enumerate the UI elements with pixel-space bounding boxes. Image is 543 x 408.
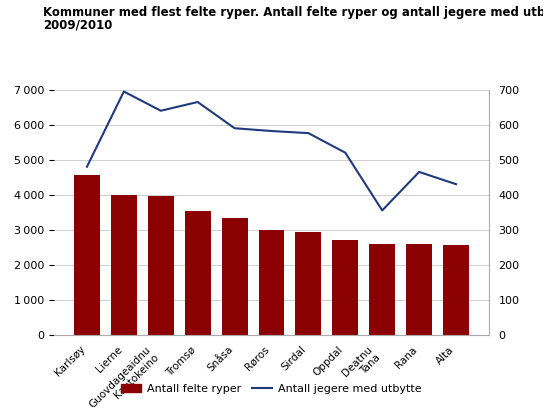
Bar: [74, 175, 100, 335]
Bar: [295, 233, 321, 335]
Bar: [185, 211, 211, 335]
Bar: [332, 240, 358, 335]
Text: Kommuner med flest felte ryper. Antall felte ryper og antall jegere med utbytte.: Kommuner med flest felte ryper. Antall f…: [43, 6, 543, 19]
Bar: [222, 218, 248, 335]
Bar: [148, 196, 174, 335]
Legend: Antall felte ryper, Antall jegere med utbytte: Antall felte ryper, Antall jegere med ut…: [117, 379, 426, 398]
Bar: [258, 230, 285, 335]
Bar: [443, 245, 469, 335]
Bar: [111, 195, 137, 335]
Bar: [369, 244, 395, 335]
Text: 2009/2010: 2009/2010: [43, 18, 113, 31]
Bar: [406, 244, 432, 335]
